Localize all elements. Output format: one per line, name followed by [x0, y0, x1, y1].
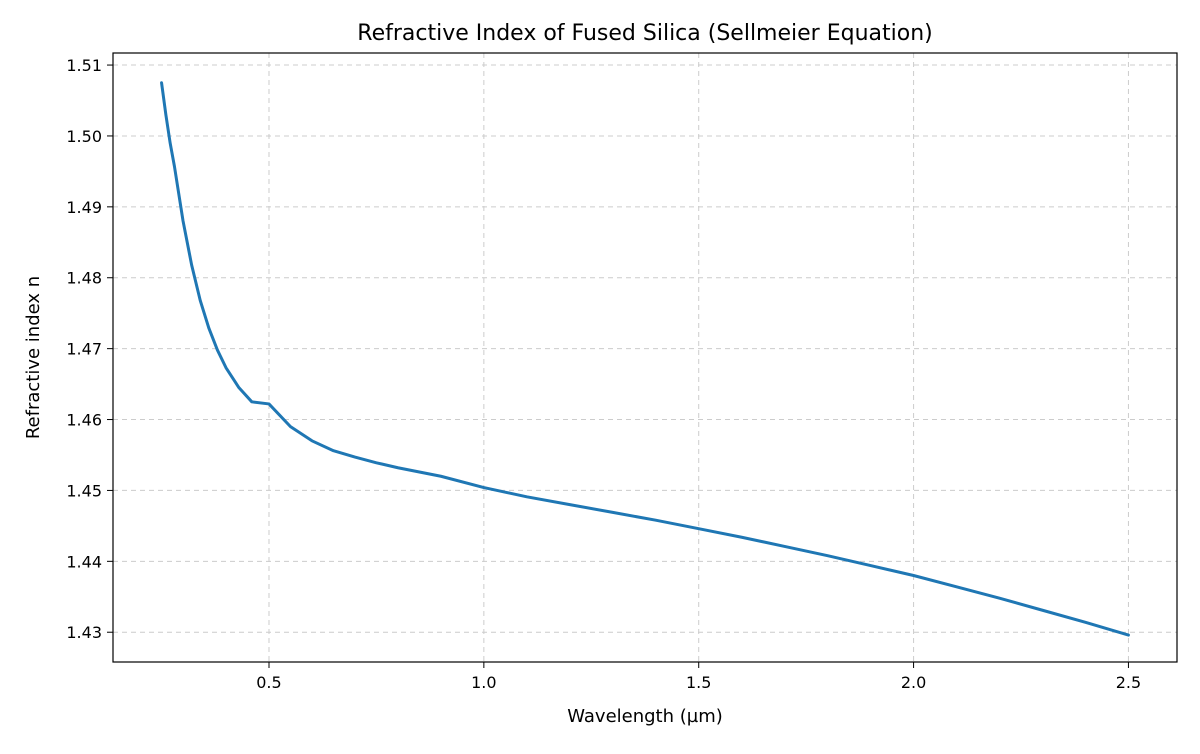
x-tick-label: 1.5: [686, 673, 711, 692]
y-tick-label: 1.47: [66, 340, 102, 359]
x-tick-label: 0.5: [256, 673, 281, 692]
y-tick-label: 1.44: [66, 552, 102, 571]
y-tick-label: 1.46: [66, 411, 102, 430]
chart-title: Refractive Index of Fused Silica (Sellme…: [357, 21, 932, 46]
y-tick-label: 1.51: [66, 56, 102, 75]
y-tick-label: 1.48: [66, 269, 102, 288]
x-tick-label: 1.0: [471, 673, 496, 692]
series-line: [160, 81, 1130, 637]
y-axis-label: Refractive index n: [23, 276, 44, 439]
y-tick-label: 1.50: [66, 127, 102, 146]
series-layer: [160, 81, 1130, 637]
y-tick-label: 1.49: [66, 198, 102, 217]
x-tick-label: 2.5: [1116, 673, 1141, 692]
tick-layer: 0.5 1.0 1.5 2.0 2.5 1.43 1.44 1.45 1.46 1.47 1.48 1…: [66, 56, 1141, 692]
x-axis-label: Wavelength (µm): [567, 706, 723, 727]
grid-layer: [113, 53, 1177, 662]
y-tick-label: 1.45: [66, 481, 102, 500]
plot-frame: [112, 52, 1178, 663]
x-tick-label: 2.0: [901, 673, 926, 692]
y-tick-label: 1.43: [66, 623, 102, 642]
